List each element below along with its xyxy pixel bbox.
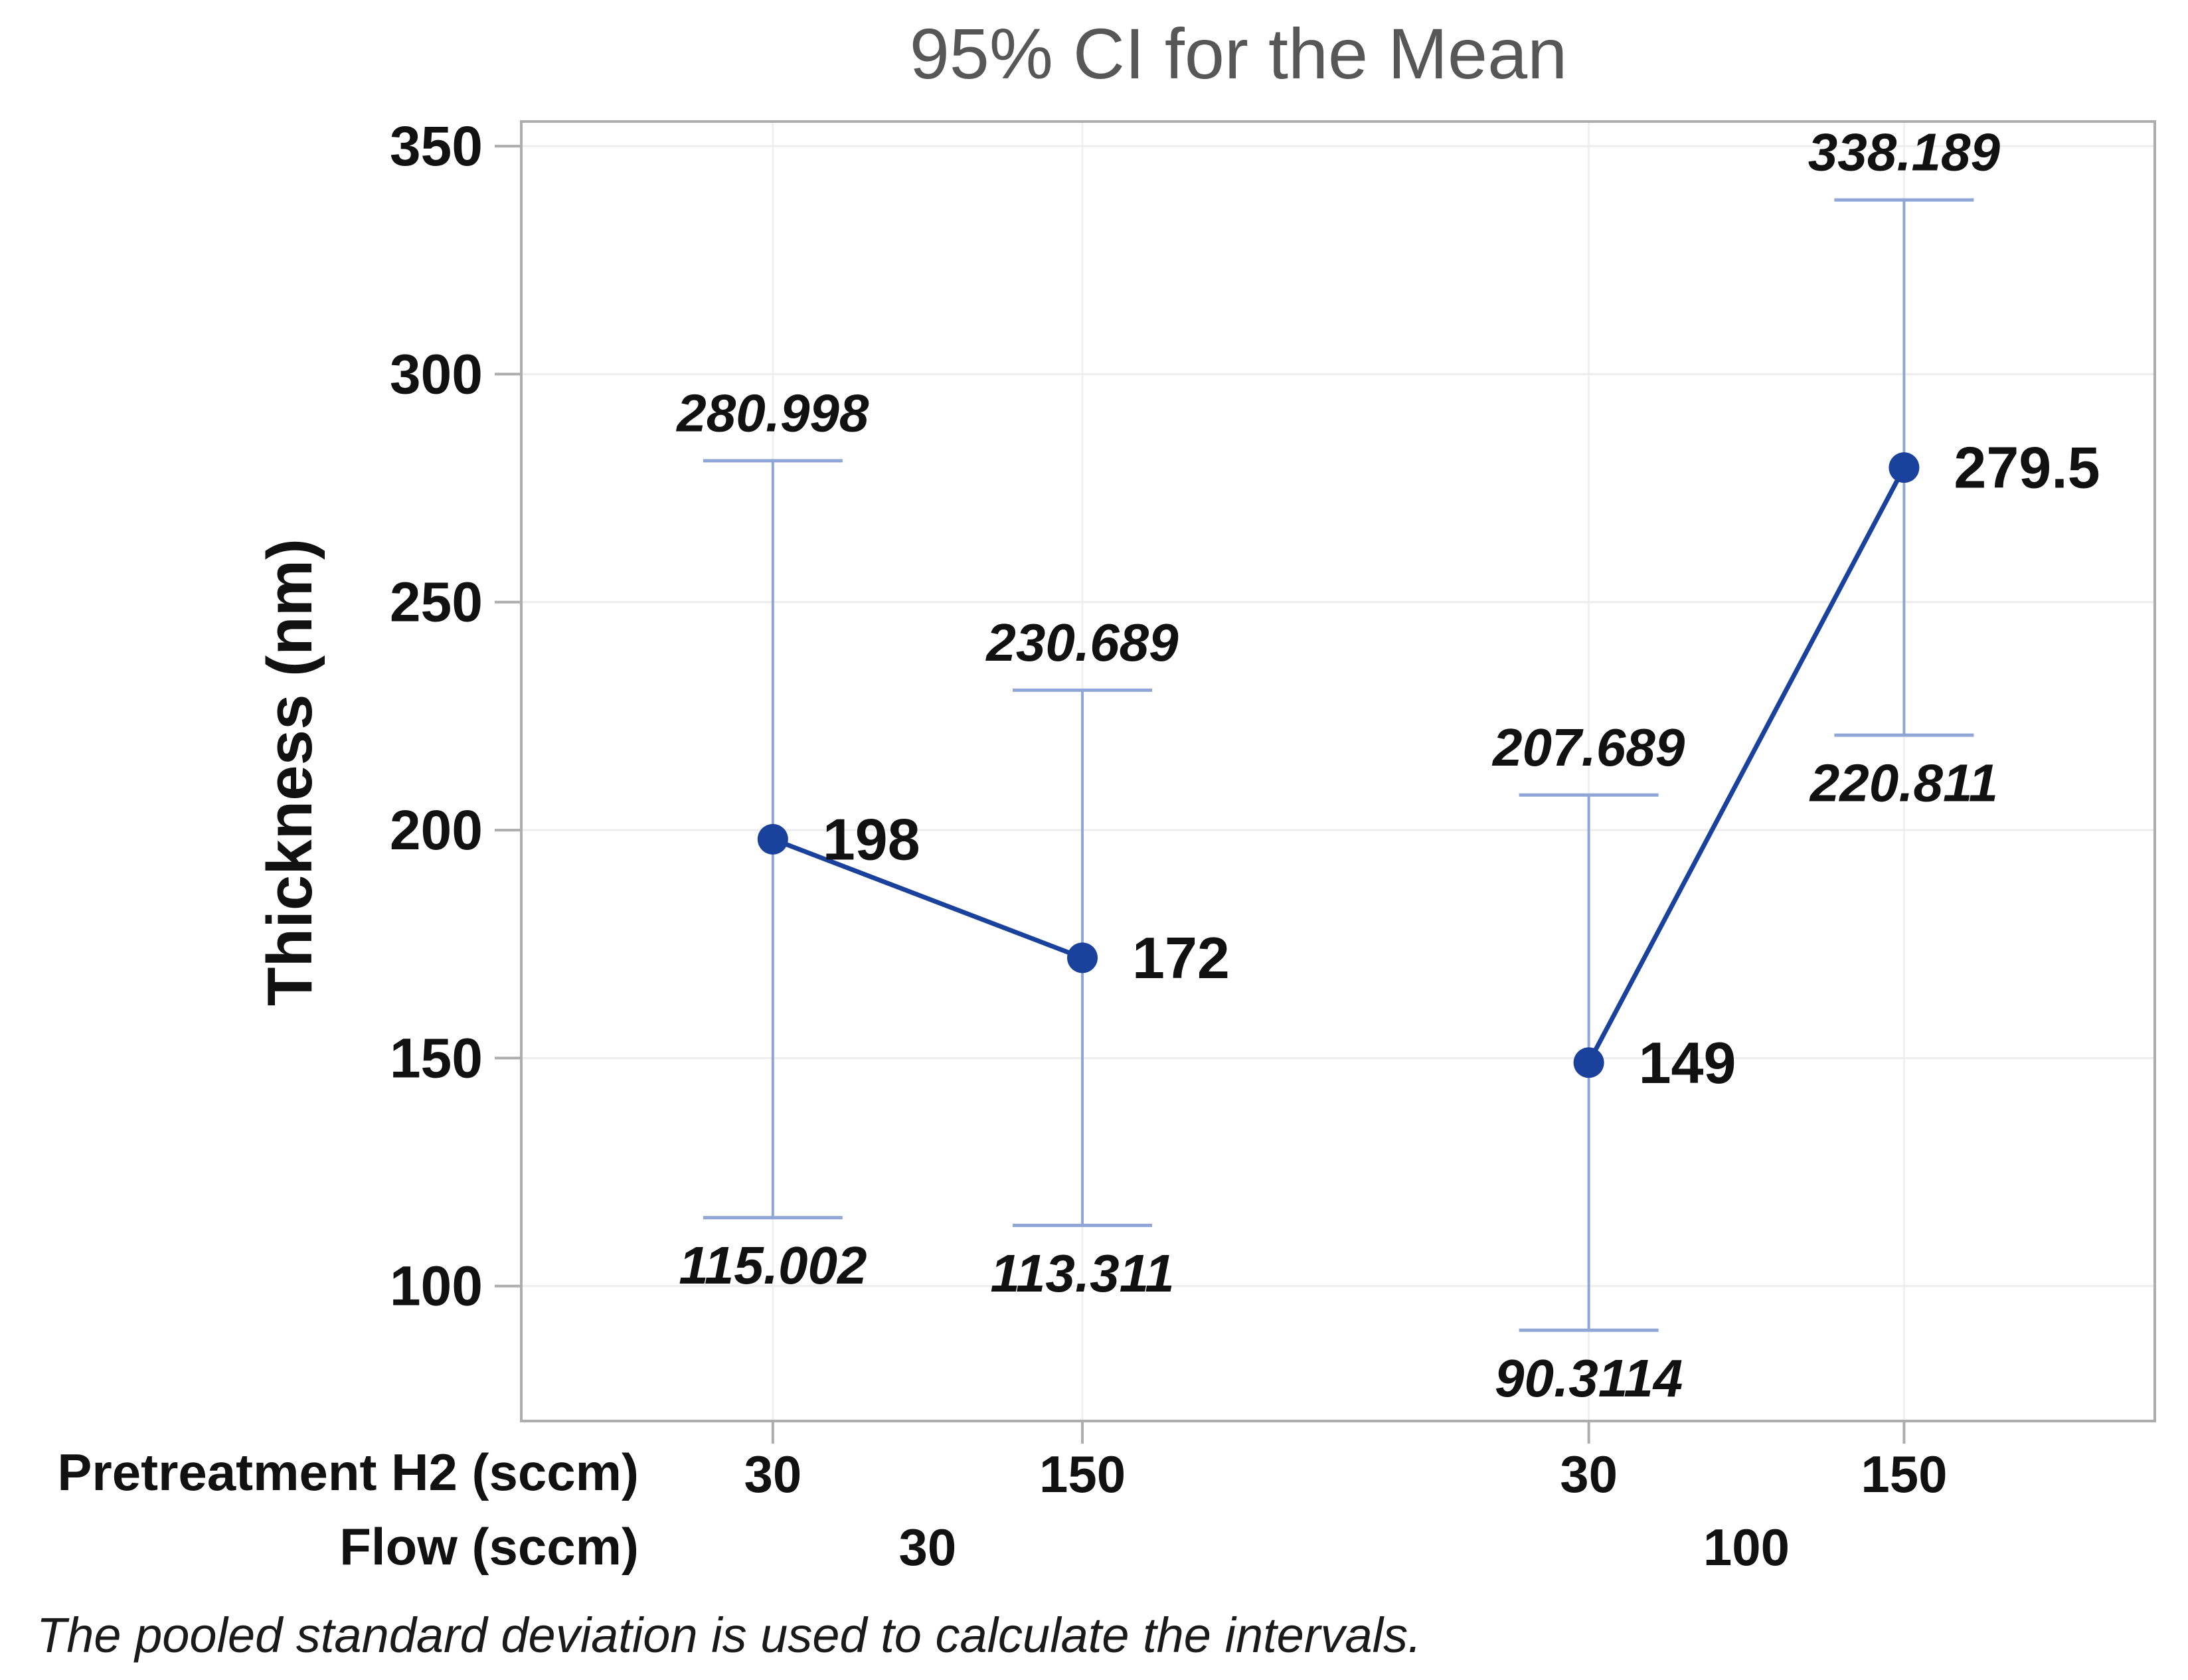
x-row1-value-0: 30 [744,1445,801,1503]
y-tick-label-350: 350 [390,115,483,177]
y-tick-label-150: 150 [390,1027,483,1089]
mean-label-30-30: 198 [823,806,920,872]
ci-upper-label-30-30: 280.998 [675,383,869,442]
mean-label-100-150: 279.5 [1954,435,2100,501]
ci-upper-label-100-30: 207.689 [1491,718,1685,777]
footnote-text: The pooled standard deviation is used to… [37,1608,1422,1663]
y-tick-label-200: 200 [390,799,483,861]
mean-label-30-150: 172 [1132,925,1230,991]
y-tick-label-250: 250 [390,571,483,633]
ci-lower-label-100-150: 220.811 [1809,754,1998,813]
x-row1-value-1: 150 [1039,1445,1126,1503]
ci-lower-label-30-150: 113.311 [990,1244,1174,1303]
x-row2-value-1: 100 [1703,1518,1790,1576]
ci-lower-label-30-30: 115.002 [679,1236,867,1295]
ci-lower-label-100-30: 90.3114 [1495,1349,1683,1408]
mean-connect-line-flow-30 [772,837,1084,960]
mean-connect-line-flow-100 [1586,466,1906,1064]
mean-point-100-30 [1573,1047,1604,1078]
mean-point-100-150 [1889,452,1920,483]
x-row1-value-3: 150 [1861,1445,1947,1503]
x-axis-row2-label: Flow (sccm) [339,1517,639,1576]
ci-upper-label-30-150: 230.689 [985,613,1179,672]
x-row1-value-2: 30 [1560,1445,1618,1503]
y-tick-label-100: 100 [390,1255,483,1317]
y-tick-label-300: 300 [390,343,483,405]
plot-frame [520,120,2156,1422]
mean-label-100-30: 149 [1639,1030,1736,1096]
ci-upper-label-100-150: 338.189 [1808,123,2001,182]
x-axis-row1-label: Pretreatment H2 (sccm) [57,1443,639,1501]
mean-point-30-30 [757,823,788,855]
x-row2-value-0: 30 [899,1518,957,1576]
mean-point-30-150 [1067,942,1098,973]
chart-title: 95% CI for the Mean [909,13,1568,94]
